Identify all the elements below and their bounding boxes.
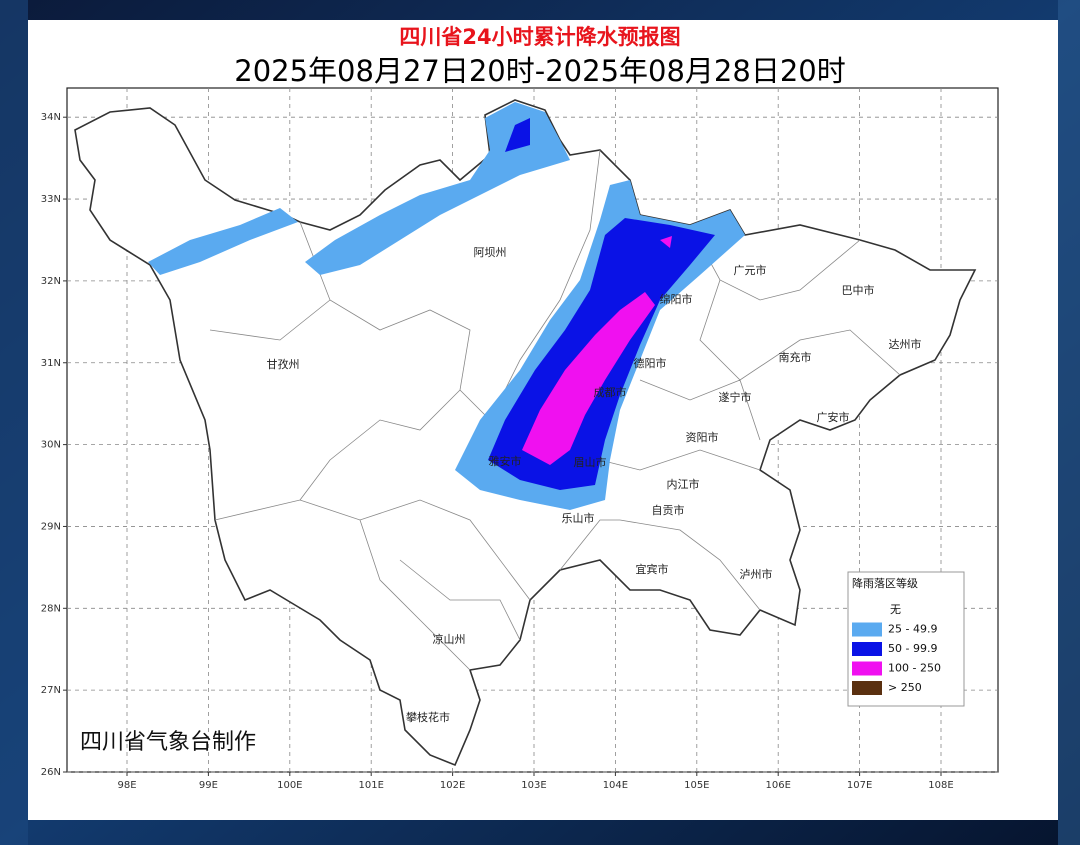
x-tick-label: 106E: [765, 780, 790, 791]
background-streak: [1058, 0, 1080, 845]
city-label: 自贡市: [652, 503, 685, 517]
rain-areas: [148, 102, 745, 510]
city-label: 达州市: [889, 337, 922, 351]
rain-area: [522, 292, 655, 465]
city-label: 资阳市: [686, 430, 719, 444]
city-label: 巴中市: [842, 283, 875, 297]
x-tick-label: 98E: [117, 780, 136, 791]
city-label: 广元市: [734, 263, 767, 277]
x-tick-label: 101E: [358, 780, 383, 791]
legend-label: 无: [890, 603, 901, 616]
city-label: 甘孜州: [267, 357, 300, 371]
x-tick-label: 102E: [440, 780, 465, 791]
x-tick-label: 105E: [684, 780, 709, 791]
x-tick-label: 103E: [521, 780, 546, 791]
city-label: 内江市: [667, 477, 700, 491]
x-tick-label: 99E: [199, 780, 218, 791]
y-tick-label: 34N: [41, 112, 61, 123]
y-tick-label: 31N: [41, 358, 61, 369]
rain-area: [660, 236, 672, 248]
title: 四川省24小时累计降水预报图: [399, 25, 680, 49]
city-label: 攀枝花市: [406, 710, 450, 724]
city-label: 成都市: [594, 385, 627, 399]
y-tick-label: 26N: [41, 767, 61, 778]
x-tick-label: 104E: [603, 780, 628, 791]
legend: 无 25 - 49.9 50 - 99.9 100 - 250 > 250: [852, 603, 941, 695]
y-tick-label: 29N: [41, 521, 61, 532]
x-tick-label: 100E: [277, 780, 302, 791]
credit: 四川省气象台制作: [80, 730, 256, 755]
city-label: 泸州市: [740, 567, 773, 581]
city-label: 凉山州: [433, 632, 466, 646]
city-label: 南充市: [779, 350, 812, 364]
city-label: 宜宾市: [636, 562, 669, 576]
y-tick-label: 32N: [41, 276, 61, 287]
legend-label: 100 - 250: [888, 662, 941, 675]
y-tick-label: 27N: [41, 685, 61, 696]
x-tick-label: 107E: [847, 780, 872, 791]
background-streak: [0, 0, 28, 845]
subtitle: 2025年08月27日20时-2025年08月28日20时: [234, 54, 845, 88]
city-label: 乐山市: [562, 511, 595, 525]
rain-area: [505, 118, 530, 152]
city-label: 遂宁市: [719, 390, 752, 404]
y-tick-label: 33N: [41, 194, 61, 205]
legend-title: 降雨落区等级: [852, 576, 918, 590]
x-tick-label: 108E: [928, 780, 953, 791]
y-tick-label: 28N: [41, 603, 61, 614]
legend-swatch: [852, 661, 882, 676]
city-label: 阿坝州: [474, 245, 507, 259]
legend-swatch: [852, 622, 882, 637]
legend-label: > 250: [888, 681, 922, 694]
legend-swatch: [852, 681, 882, 695]
legend-label: 25 - 49.9: [888, 623, 937, 636]
city-label: 广安市: [817, 410, 850, 424]
city-label: 德阳市: [634, 356, 667, 370]
legend-swatch: [852, 642, 882, 656]
city-labels: 阿坝州 甘孜州 广元市 巴中市 绵阳市 达州市 德阳市 南充市 成都市 遂宁市 …: [267, 245, 922, 724]
city-label: 眉山市: [574, 455, 607, 469]
rain-area: [148, 208, 298, 275]
city-label: 绵阳市: [660, 292, 693, 306]
legend-label: 50 - 99.9: [888, 642, 937, 655]
y-tick-label: 30N: [41, 440, 61, 451]
district-lines: [209, 149, 901, 671]
rain-area: [305, 102, 570, 275]
city-label: 雅安市: [489, 454, 522, 468]
